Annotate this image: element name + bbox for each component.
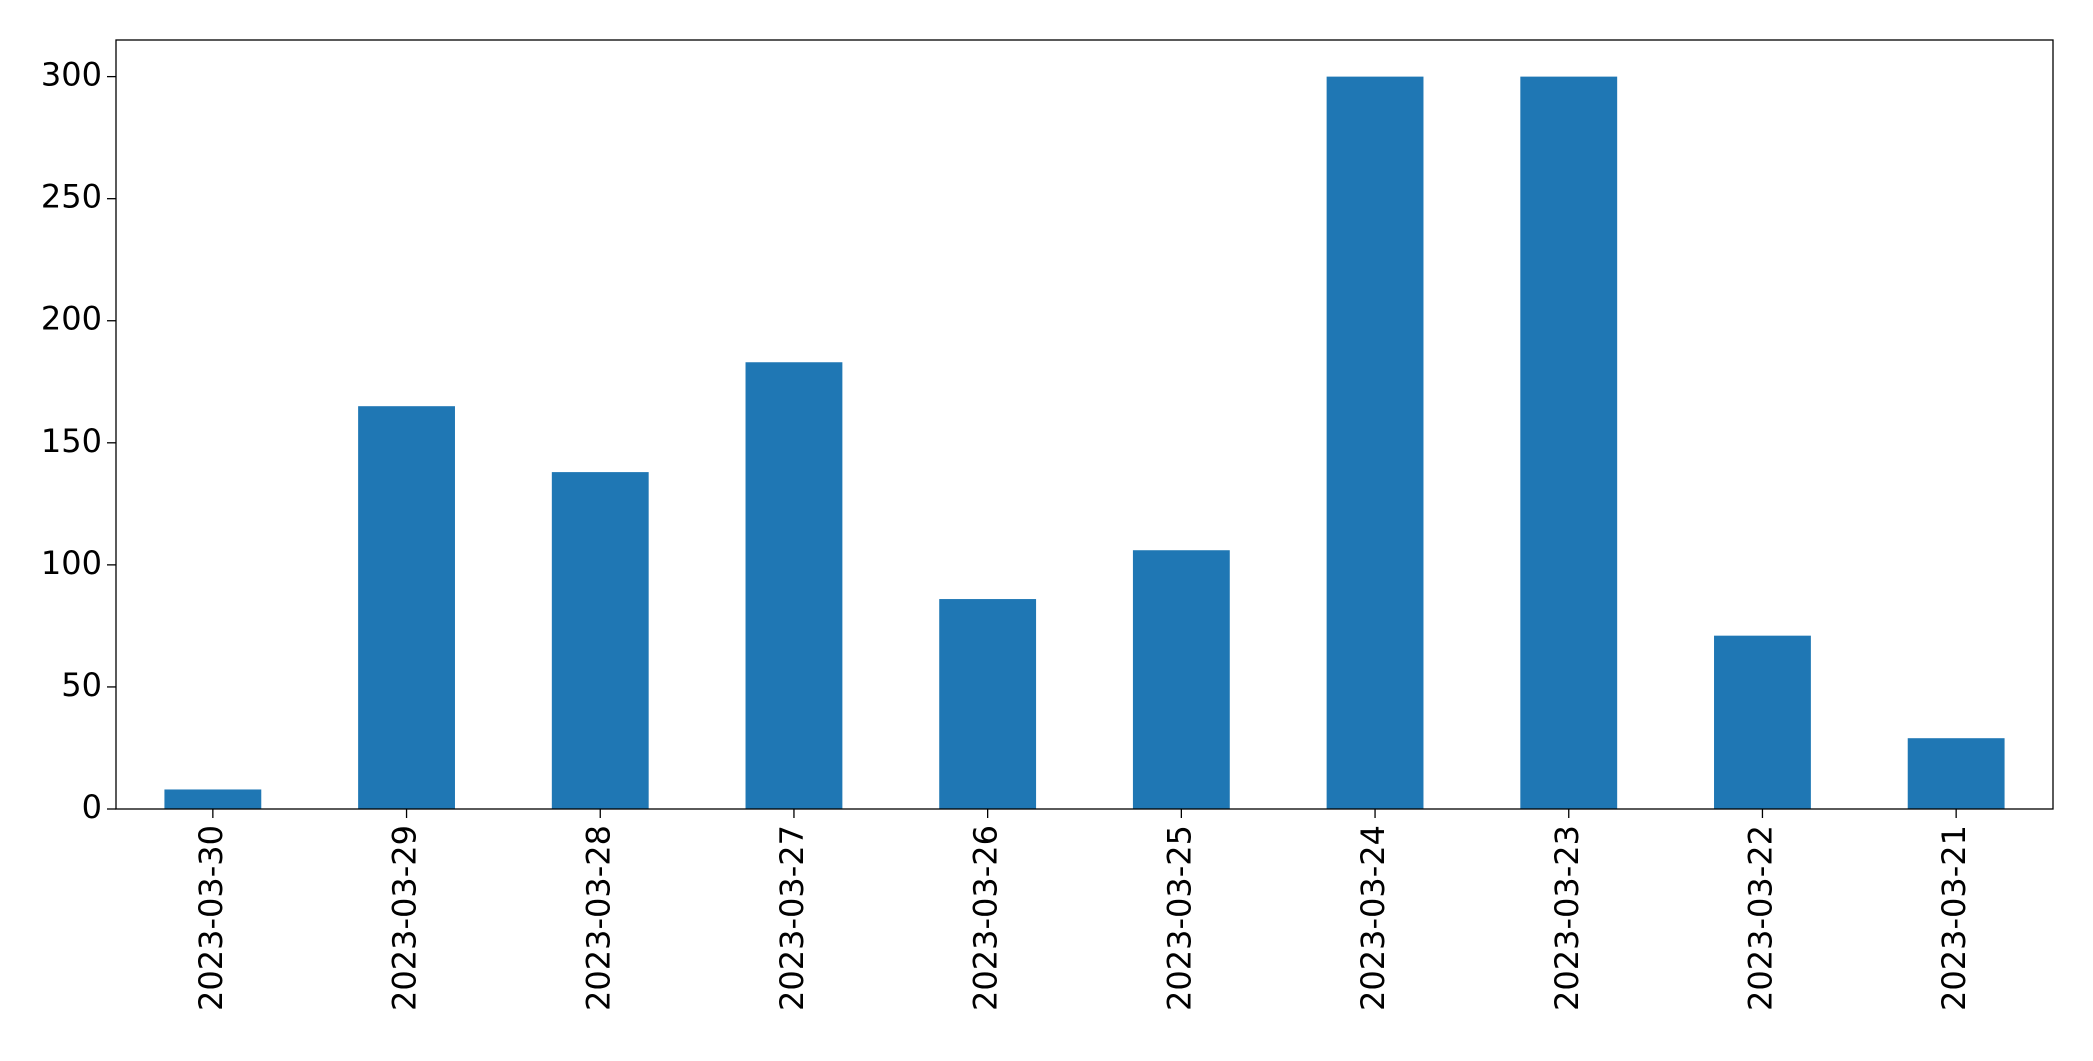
y-tick-label: 250 xyxy=(41,178,102,216)
y-tick-label: 0 xyxy=(82,788,102,826)
x-tick-label: 2023-03-22 xyxy=(1741,825,1779,1011)
y-tick-label: 200 xyxy=(41,300,102,338)
x-tick-label: 2023-03-30 xyxy=(192,825,230,1011)
x-tick-label: 2023-03-24 xyxy=(1354,825,1392,1011)
x-tick-label: 2023-03-26 xyxy=(967,825,1005,1011)
y-tick-label: 150 xyxy=(41,422,102,460)
plot-frame xyxy=(115,39,2054,810)
x-tick-label: 2023-03-25 xyxy=(1160,825,1198,1011)
y-tick-label: 300 xyxy=(41,56,102,94)
bar xyxy=(164,789,262,809)
bar xyxy=(745,362,843,809)
bar xyxy=(1326,76,1424,810)
y-tick-label: 100 xyxy=(41,544,102,582)
bar xyxy=(1520,76,1618,810)
bar xyxy=(939,599,1037,809)
x-tick-label: 2023-03-27 xyxy=(773,825,811,1011)
x-tick-label: 2023-03-23 xyxy=(1548,825,1586,1011)
x-tick-label: 2023-03-29 xyxy=(386,825,424,1011)
bar xyxy=(1714,635,1811,809)
bar xyxy=(551,472,649,809)
x-tick-label: 2023-03-21 xyxy=(1935,825,1973,1011)
y-tick-label: 50 xyxy=(61,666,102,704)
bar xyxy=(1907,738,2005,809)
x-tick-label: 2023-03-28 xyxy=(579,825,617,1011)
bar xyxy=(358,406,455,809)
bar xyxy=(1132,550,1230,809)
